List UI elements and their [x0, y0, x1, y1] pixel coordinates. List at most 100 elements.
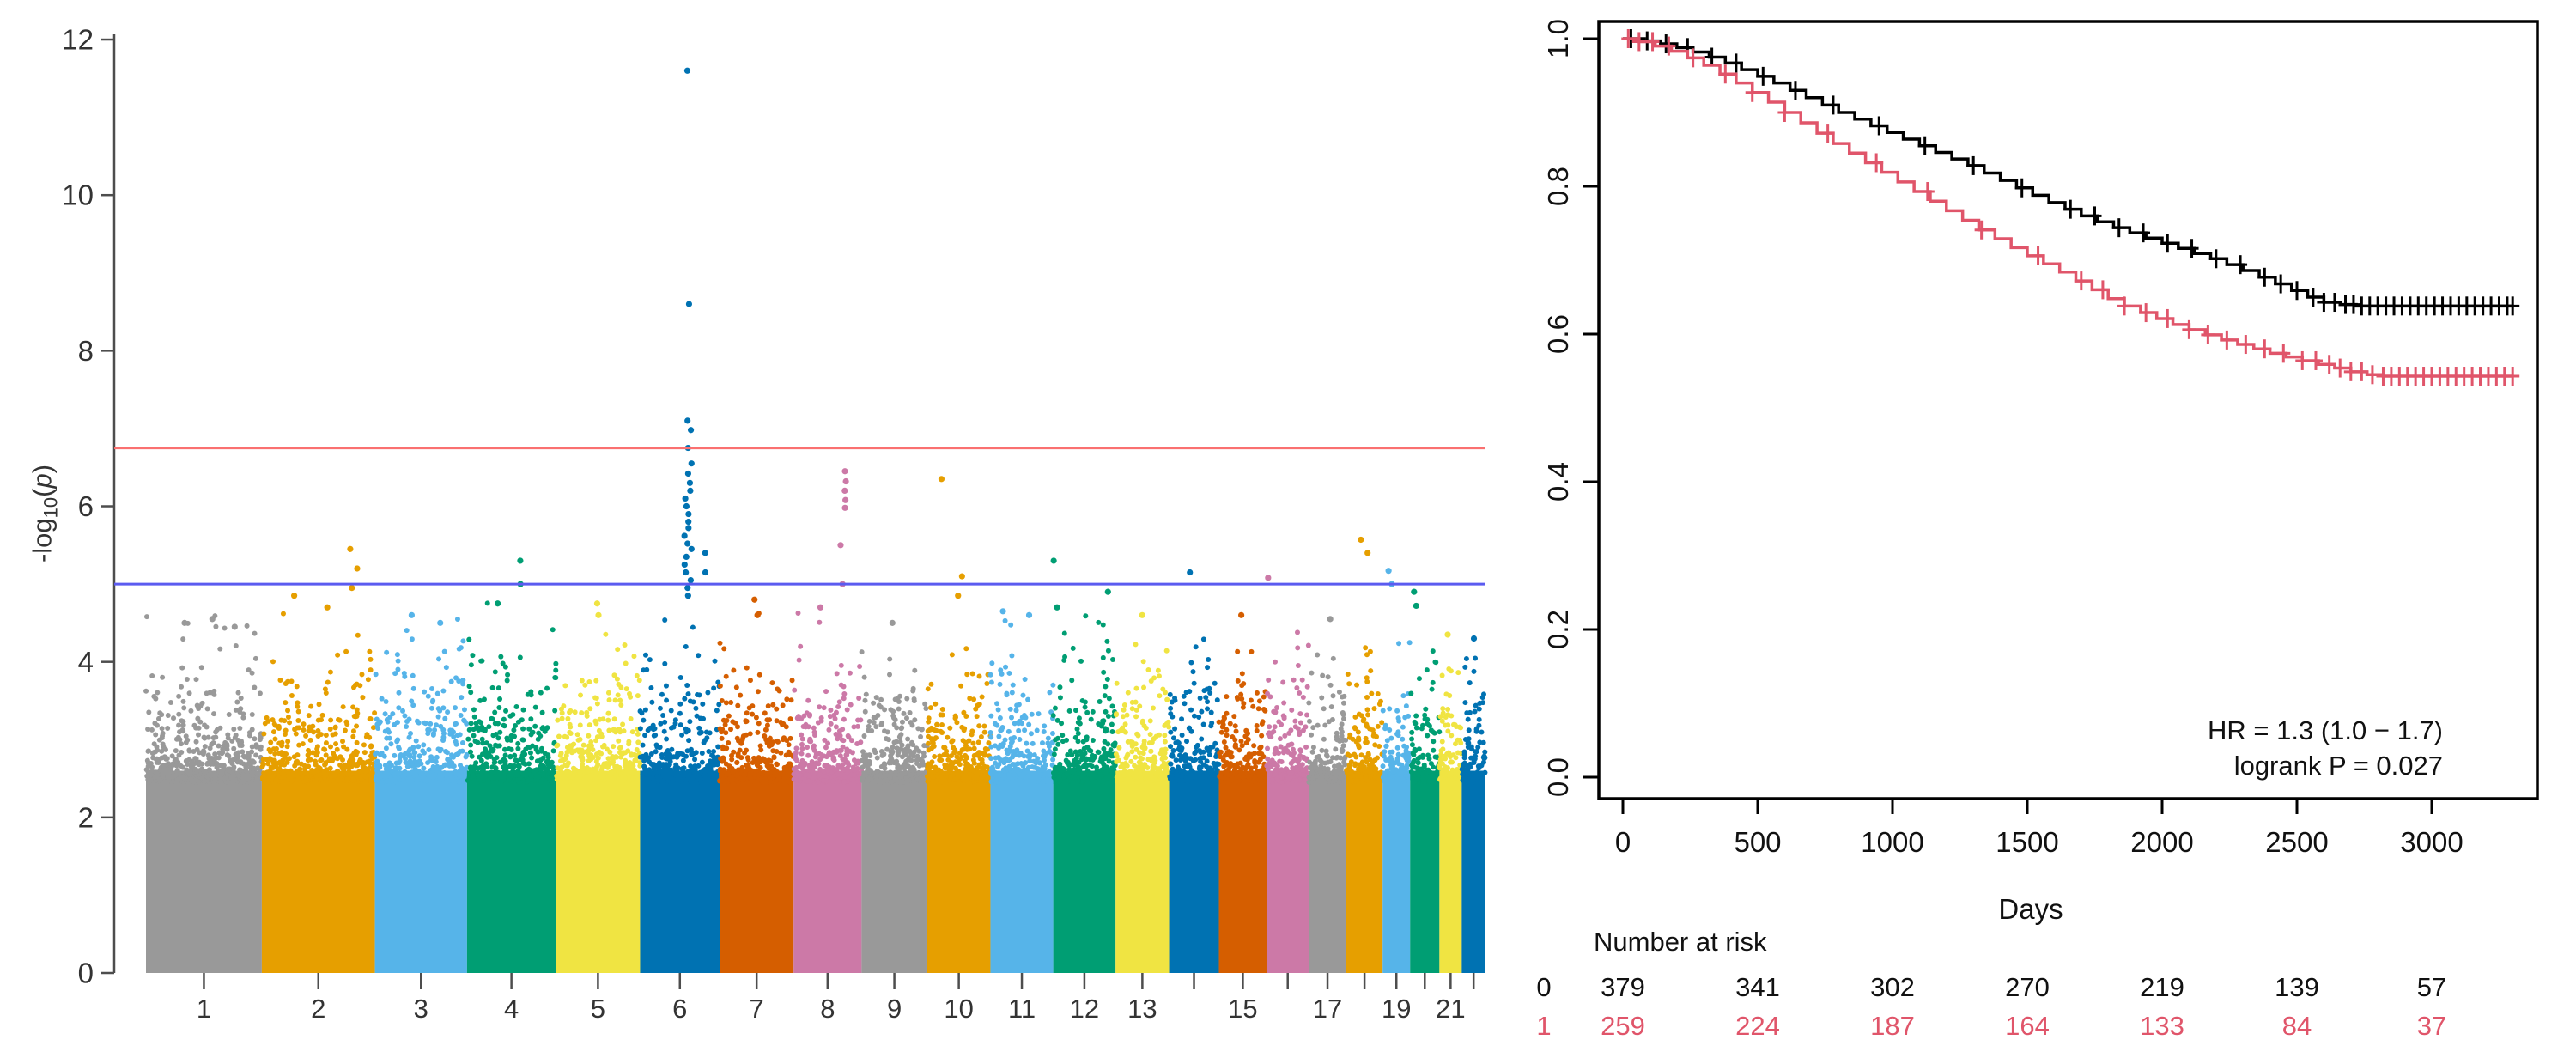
manhattan-point [838, 662, 844, 668]
manhattan-point [268, 739, 274, 745]
manhattan-point [1121, 772, 1127, 778]
manhattan-point [1016, 702, 1022, 708]
manhattan-point [466, 727, 472, 733]
manhattan-point [744, 755, 750, 761]
manhattan-point [756, 755, 762, 761]
manhattan-point [823, 689, 829, 695]
manhattan-point [747, 678, 753, 684]
manhattan-point [1341, 715, 1347, 721]
manhattan-point [500, 770, 506, 776]
manhattan-point [448, 777, 454, 783]
manhattan-point [665, 769, 671, 775]
manhattan-point [1364, 652, 1370, 658]
manhattan-point [1125, 739, 1131, 745]
manhattan-point [1176, 747, 1182, 753]
manhattan-point [1242, 778, 1249, 784]
manhattan-point [945, 734, 951, 740]
manhattan-point [981, 768, 987, 774]
manhattan-point [244, 623, 250, 629]
manhattan-point [926, 747, 932, 753]
manhattan-point [568, 745, 574, 751]
manhattan-point [289, 693, 295, 699]
manhattan-point [422, 721, 428, 727]
manhattan-point [958, 683, 964, 689]
manhattan-point [658, 721, 664, 727]
manhattan-point [1258, 744, 1264, 750]
manhattan-point [495, 735, 501, 741]
manhattan-point [781, 764, 787, 770]
manhattan-point [1078, 658, 1084, 664]
manhattan-point [378, 773, 384, 779]
manhattan-point [538, 690, 544, 696]
manhattan-point [648, 685, 654, 691]
manhattan-point [1300, 772, 1306, 778]
manhattan-point [601, 742, 607, 748]
manhattan-point [1052, 746, 1058, 752]
manhattan-point [155, 715, 161, 721]
manhattan-point [1137, 703, 1143, 709]
manhattan-point [831, 757, 837, 763]
manhattan-point [240, 749, 246, 755]
manhattan-point [1104, 638, 1110, 644]
manhattan-point [1084, 709, 1091, 715]
manhattan-point [963, 713, 969, 719]
manhattan-point [1353, 754, 1359, 760]
manhattan-point [976, 701, 982, 707]
manhattan-point [1290, 765, 1296, 771]
manhattan-point [1319, 695, 1325, 701]
manhattan-point [998, 742, 1004, 748]
manhattan-point [1109, 729, 1115, 735]
chromosome-band [146, 770, 262, 973]
manhattan-point [1312, 758, 1318, 764]
manhattan-point [787, 716, 793, 722]
manhattan-point [627, 778, 633, 784]
manhattan-point [586, 679, 592, 685]
manhattan-point [701, 739, 707, 745]
manhattan-point [677, 722, 683, 728]
manhattan-point [1222, 775, 1228, 781]
manhattan-point [1294, 684, 1300, 690]
manhattan-point [1364, 675, 1370, 681]
manhattan-point [762, 775, 768, 781]
manhattan-point [605, 756, 611, 762]
manhattan-point [756, 672, 762, 678]
manhattan-point [1325, 674, 1331, 680]
manhattan-point [1097, 699, 1103, 705]
manhattan-point [519, 737, 526, 743]
manhattan-point [295, 760, 301, 766]
manhattan-point [379, 696, 385, 702]
manhattan-point [892, 775, 898, 781]
manhattan-point [402, 713, 408, 719]
manhattan-point [471, 727, 477, 733]
manhattan-point [805, 768, 811, 774]
manhattan-point [742, 771, 748, 777]
manhattan-point [368, 775, 374, 781]
manhattan-point [581, 775, 587, 781]
manhattan-point [226, 768, 232, 774]
manhattan-point [510, 712, 516, 718]
manhattan-point [1021, 771, 1027, 777]
manhattan-point [1214, 778, 1220, 784]
manhattan-point [1120, 714, 1126, 720]
manhattan-point [680, 757, 686, 763]
manhattan-point [997, 681, 1003, 687]
manhattan-point [477, 754, 483, 760]
manhattan-point [637, 760, 643, 766]
manhattan-point [907, 710, 913, 716]
manhattan-point [1114, 711, 1120, 717]
manhattan-point [351, 714, 357, 720]
manhattan-peak-point [1050, 557, 1057, 564]
manhattan-point [796, 714, 802, 720]
manhattan-point [1073, 708, 1079, 714]
manhattan-point [516, 763, 522, 769]
manhattan-point [706, 772, 712, 778]
manhattan-point [1141, 739, 1147, 745]
manhattan-point [762, 710, 768, 716]
manhattan-point [1121, 707, 1127, 713]
manhattan-point [857, 663, 863, 669]
manhattan-point [388, 741, 394, 747]
manhattan-point [409, 698, 415, 704]
manhattan-point [257, 690, 263, 696]
manhattan-point [1070, 645, 1076, 651]
manhattan-peak-point [837, 542, 844, 549]
